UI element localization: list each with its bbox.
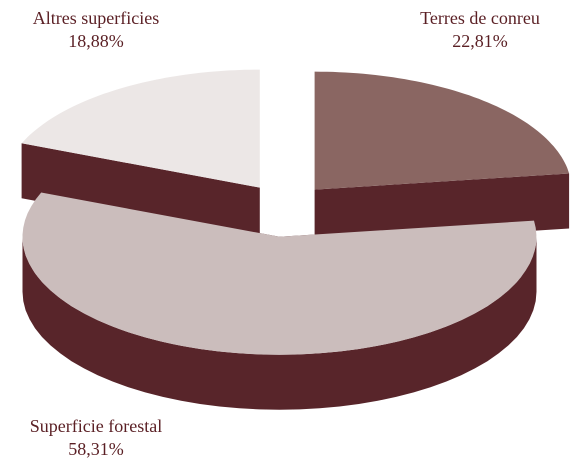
slice <box>22 192 537 355</box>
slice <box>314 71 570 190</box>
slice-value-label: 22,81% <box>452 31 508 51</box>
slice-value-label: 18,88% <box>68 31 124 51</box>
slice-wall <box>22 236 537 410</box>
slice-side <box>21 143 260 243</box>
slice-label: Superficie forestal <box>30 416 162 436</box>
slice-value-label: 58,31% <box>68 439 124 458</box>
slice <box>21 69 260 188</box>
slice-label: Terres de conreu <box>420 8 540 28</box>
slice-label: Altres superficies <box>33 8 159 28</box>
